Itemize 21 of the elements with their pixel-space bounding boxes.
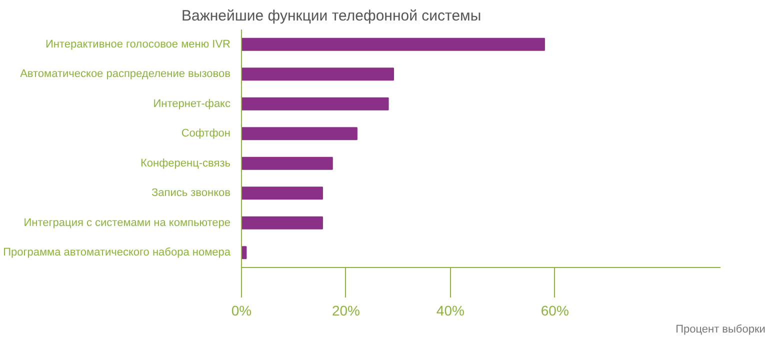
bar bbox=[242, 127, 358, 140]
bar bbox=[242, 97, 389, 110]
y-tick-label: Автоматическое распределение вызовов bbox=[20, 68, 231, 80]
y-tick-label: Запись звонков bbox=[151, 187, 231, 200]
y-tick-label: Интернет-факс bbox=[153, 98, 231, 110]
x-tick-label: 0% bbox=[231, 302, 252, 318]
y-tick-label: Интерактивное голосовое меню IVR bbox=[45, 38, 231, 50]
bar bbox=[242, 186, 323, 200]
x-tick-label: 20% bbox=[332, 302, 360, 318]
bar bbox=[242, 68, 394, 81]
chart-title: Важнейшие функции телефонной системы bbox=[182, 8, 482, 24]
bar bbox=[242, 156, 333, 170]
x-axis-title: Процент выборки bbox=[676, 324, 765, 336]
y-tick-label: Программа автоматического набора номера bbox=[3, 246, 232, 259]
bar bbox=[242, 38, 545, 51]
y-tick-label: Конференц-связь bbox=[140, 157, 231, 170]
y-tick-label: Софтфон bbox=[181, 128, 231, 140]
x-tick-label: 60% bbox=[540, 302, 569, 318]
bar bbox=[242, 216, 323, 230]
x-tick-label: 40% bbox=[436, 302, 464, 318]
y-tick-label: Интеграция с системами на компьютере bbox=[24, 216, 231, 229]
